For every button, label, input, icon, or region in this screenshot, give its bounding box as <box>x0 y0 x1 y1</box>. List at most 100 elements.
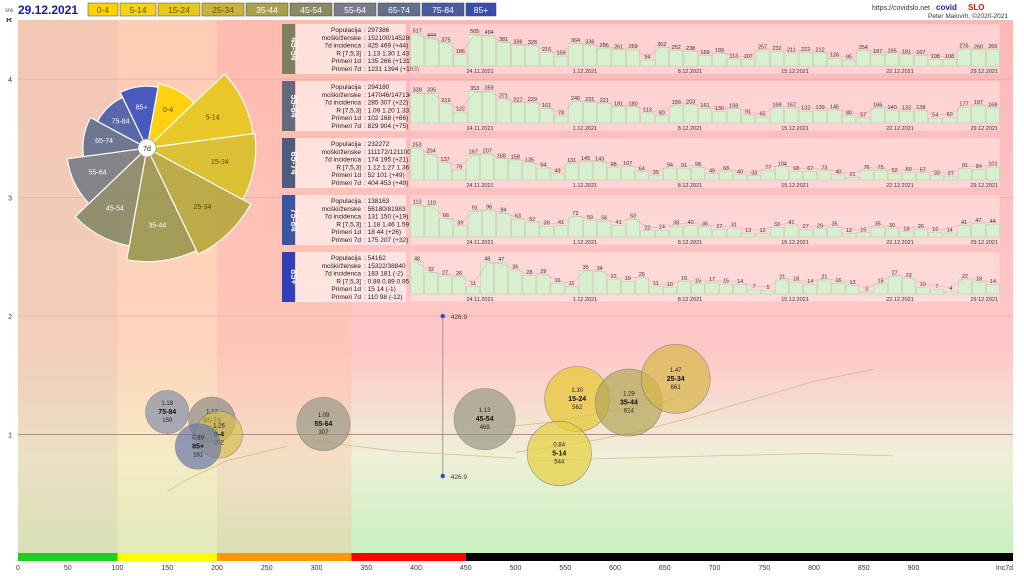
daily-bar <box>522 162 537 181</box>
daily-bar <box>873 170 888 181</box>
daily-bar-value: 10 <box>920 282 926 288</box>
panel-group-label: 85+ <box>289 269 299 284</box>
daily-bar <box>554 55 568 67</box>
daily-bar-value: 166 <box>873 103 882 109</box>
daily-bar <box>719 283 733 295</box>
daily-bar-value: 110 <box>427 200 436 206</box>
legend-pill-5-14 <box>119 2 157 17</box>
info-value: : 294180 <box>364 84 390 91</box>
daily-bar-value: 168 <box>988 103 997 109</box>
trend-line <box>416 262 994 289</box>
x-tick-label: 250 <box>261 565 273 572</box>
legend-pill-65-74 <box>377 2 421 17</box>
rose-center <box>137 138 157 158</box>
daily-bar <box>677 168 691 181</box>
info-key: Populacija <box>331 255 361 262</box>
daily-bar-value: 49 <box>554 168 560 174</box>
info-key: R [7,5,3] <box>336 278 361 285</box>
daily-bar-value: 108 <box>931 54 940 60</box>
daily-bar <box>856 50 871 67</box>
daily-bar <box>568 43 583 67</box>
daily-bar <box>789 171 804 181</box>
daily-bar-value: 135 <box>525 157 534 163</box>
daily-bar <box>597 103 612 124</box>
daily-bar <box>726 58 741 67</box>
daily-bar <box>621 281 635 295</box>
daily-bar <box>733 174 747 181</box>
daily-bar-value: 359 <box>485 86 494 92</box>
daily-bar-value: 143 <box>595 156 604 162</box>
daily-bar <box>733 284 747 295</box>
daily-bar <box>705 173 719 181</box>
band-low-tint <box>18 20 118 553</box>
y-tick-label: 1 <box>8 433 12 440</box>
daily-bar-value: 22 <box>644 225 650 231</box>
y-tick-label: 4 <box>8 77 12 84</box>
total-marker-top <box>440 313 445 319</box>
daily-bar <box>554 115 568 124</box>
daily-bar <box>698 108 712 124</box>
daily-bar-value: 54 <box>932 113 938 119</box>
panel-info-box <box>296 24 406 74</box>
bubble-r-label: 1.13 <box>479 408 491 414</box>
info-key: 7d incidenca <box>325 100 362 107</box>
panel-date-label: 22.12.2021 <box>886 297 914 303</box>
daily-bar-value: 353 <box>470 86 479 92</box>
daily-bar-value: 131 <box>567 158 576 164</box>
panel-info-box <box>296 195 406 245</box>
daily-bar-value: 60 <box>906 167 912 173</box>
daily-bar <box>698 226 712 238</box>
total-marker-top-label: 426.9 <box>451 314 468 321</box>
legend-pill-35-44 <box>245 2 289 17</box>
daily-bar <box>942 232 957 238</box>
daily-bar <box>958 279 972 295</box>
daily-bar <box>597 48 612 67</box>
info-key: moški/ženske <box>322 92 362 99</box>
bubble-group-label: 45-54 <box>476 416 494 423</box>
daily-bar-value: 113 <box>729 54 738 60</box>
daily-bar-value: 35 <box>653 170 659 176</box>
daily-bar <box>971 105 986 124</box>
panel-group-label: 65-74 <box>289 151 299 174</box>
x-tick-label: 700 <box>709 565 721 572</box>
daily-bar-value: 63 <box>630 214 636 220</box>
daily-bar <box>899 231 914 238</box>
daily-bar <box>654 115 669 124</box>
info-key: Primeri 7d <box>331 294 361 301</box>
daily-bar <box>813 52 828 67</box>
daily-bar-value: 98 <box>611 162 617 168</box>
bubble-inc-label: 469 <box>480 425 491 431</box>
info-key: moški/ženske <box>322 149 362 156</box>
daily-bar-value: 338 <box>413 87 422 93</box>
daily-bar <box>859 291 874 295</box>
info-value: : 111172/121100 <box>364 149 411 156</box>
info-value: : 1.09 1.20 1.33 <box>364 107 410 114</box>
daily-bar <box>747 289 761 295</box>
daily-bar-value: 207 <box>483 148 492 154</box>
daily-bar <box>663 287 677 295</box>
trend-line <box>417 205 993 231</box>
bubble-group-label: 85+ <box>192 443 204 450</box>
daily-bar <box>770 51 784 67</box>
info-key: Primeri 1d <box>331 229 361 236</box>
panel-date-label: 22.12.2021 <box>886 126 914 132</box>
rose-wedge-label: 0-4 <box>163 107 173 114</box>
daily-bar <box>424 92 439 124</box>
daily-bar-value: 11 <box>653 281 659 287</box>
daily-bar <box>726 228 741 238</box>
bubble-group-label: 35-44 <box>620 400 638 407</box>
x-tick-label: 100 <box>112 565 124 572</box>
daily-bar-value: 197 <box>469 150 478 156</box>
daily-bar <box>592 161 607 181</box>
info-key: Primeri 7d <box>331 66 361 73</box>
daily-bar <box>885 53 899 67</box>
panel-date-label: 15.12.2021 <box>781 126 809 132</box>
panel-date-label: 8.12.2021 <box>678 297 702 303</box>
daily-bar <box>424 153 438 181</box>
info-value: : 15 14 (-1) <box>364 286 396 293</box>
daily-bar <box>942 59 957 67</box>
info-value: : 18 44 (+26) <box>364 229 401 236</box>
panel-date-label: 15.12.2021 <box>781 69 809 75</box>
daily-bar <box>755 233 770 238</box>
daily-bar <box>611 49 626 67</box>
